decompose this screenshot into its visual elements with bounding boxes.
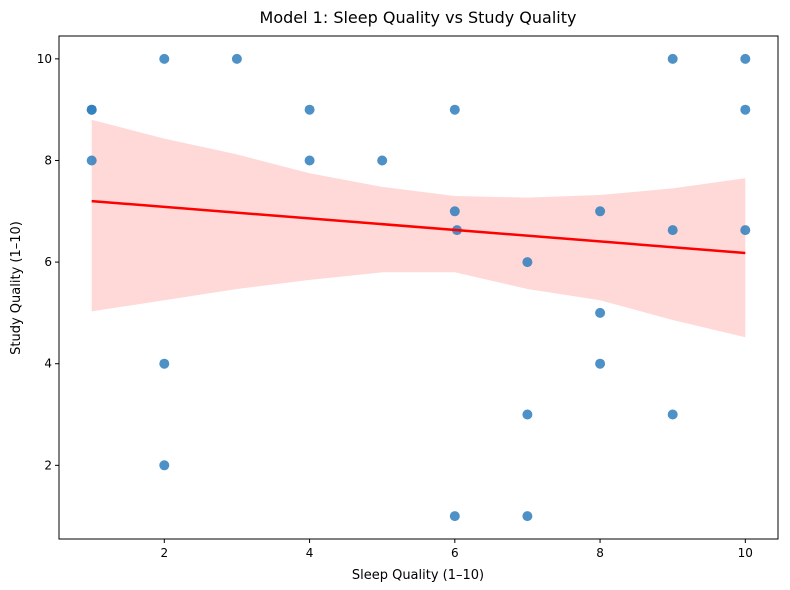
plot-area: 2 4 6 8 10 2 4 6 8 10 [37,35,779,560]
y-axis-label: Study Quality (1–10) [9,221,24,355]
data-point [595,307,606,318]
confidence-band [91,119,746,338]
x-tick-label: 8 [596,546,604,560]
data-point [667,409,678,420]
data-point [159,358,170,369]
data-point [595,206,606,217]
y-tick-label: 2 [44,458,52,472]
regression-line [91,199,746,255]
data-point [740,225,751,236]
data-point [377,155,388,166]
x-tick-label: 10 [738,546,753,560]
y-tick-label: 6 [44,255,52,269]
chart-title: Model 1: Sleep Quality vs Study Quality [260,8,577,27]
data-point [159,460,170,471]
data-point [595,358,606,369]
plot-frame [58,35,779,540]
data-point [159,53,170,64]
y-tick-label: 8 [44,153,52,167]
data-point [304,104,315,115]
data-point [667,53,678,64]
x-axis-label: Sleep Quality (1–10) [352,568,484,583]
data-point [449,104,460,115]
y-tick-label: 10 [37,52,52,66]
data-point [86,104,97,115]
data-point [740,104,751,115]
x-tick-label: 6 [451,546,459,560]
data-point [522,409,533,420]
y-tick-label: 4 [44,357,52,371]
data-point [522,511,533,522]
data-point [449,511,460,522]
data-point [86,155,97,166]
data-point [667,225,678,236]
data-point [449,206,460,217]
x-tick-label: 2 [160,546,168,560]
data-point [231,53,242,64]
data-point [740,53,751,64]
x-tick-label: 4 [306,546,314,560]
data-point [522,257,533,268]
data-point [304,155,315,166]
